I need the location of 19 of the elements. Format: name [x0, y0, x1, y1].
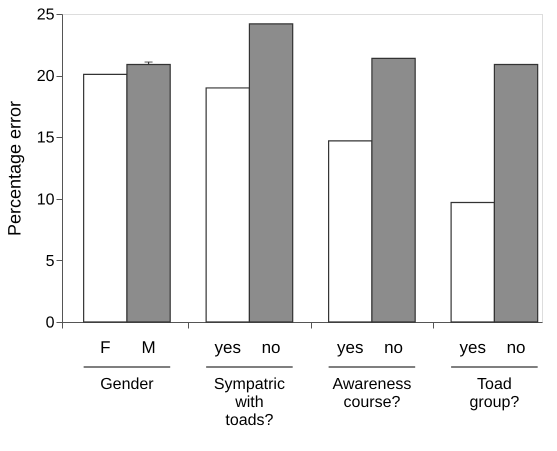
text: Sympatric with toads? — [214, 376, 285, 429]
text: Toad group? — [469, 376, 520, 411]
x-tick-label: yes — [337, 338, 364, 357]
y-tick-label: 20 — [36, 68, 55, 86]
x-tick-label: F — [100, 338, 110, 357]
x-tick-label: yes — [214, 338, 242, 357]
y-axis-title: Percentage error — [4, 100, 25, 236]
y-tick-label: 5 — [46, 252, 55, 270]
y-tick-label: 15 — [36, 130, 55, 147]
x-tick-label: M — [141, 338, 156, 357]
x-tick-label: no — [384, 338, 404, 357]
y-tick-label: 25 — [36, 6, 55, 24]
text: Gender — [100, 376, 154, 393]
text: Awareness course? — [332, 376, 412, 411]
y-tick-label: 10 — [36, 191, 55, 208]
x-tick-label: no — [262, 338, 281, 357]
x-tick-label: no — [506, 338, 526, 357]
y-tick-label: 0 — [46, 314, 55, 332]
x-tick-label: yes — [460, 338, 486, 357]
